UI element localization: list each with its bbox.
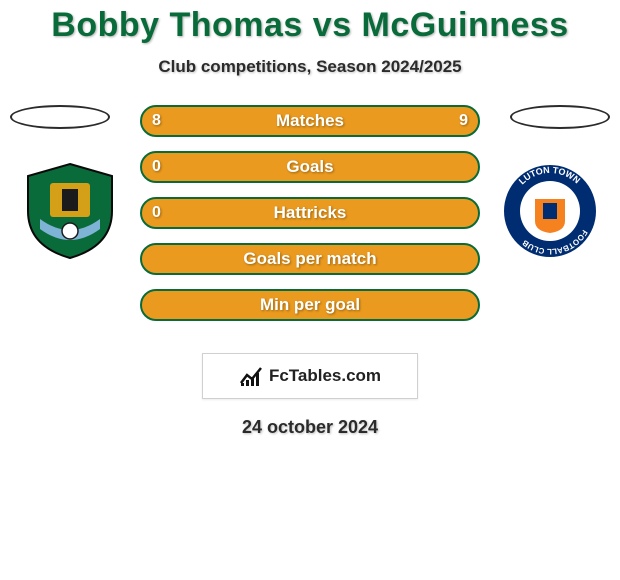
stat-row: Goals0 xyxy=(140,151,480,183)
stat-bars: Matches89Goals0Hattricks0Goals per match… xyxy=(140,105,480,335)
comparison-arena: LUTON TOWN FOOTBALL CLUB Matches89Goals0… xyxy=(0,105,620,345)
stat-row: Goals per match xyxy=(140,243,480,275)
branding-badge: FcTables.com xyxy=(202,353,418,399)
stat-label: Goals per match xyxy=(142,245,478,273)
club-crest-left xyxy=(20,161,120,261)
club-crest-right: LUTON TOWN FOOTBALL CLUB xyxy=(500,161,600,261)
date-text: 24 october 2024 xyxy=(0,417,620,438)
stat-label: Matches xyxy=(142,107,478,135)
stat-label: Hattricks xyxy=(142,199,478,227)
stat-value-left: 8 xyxy=(142,107,171,135)
stat-value-left: 0 xyxy=(142,153,171,181)
subtitle: Club competitions, Season 2024/2025 xyxy=(0,57,620,77)
stat-row: Min per goal xyxy=(140,289,480,321)
stat-label: Goals xyxy=(142,153,478,181)
stat-label: Min per goal xyxy=(142,291,478,319)
stat-value-right: 9 xyxy=(449,107,478,135)
player-marker-right xyxy=(510,105,610,129)
branding-text: FcTables.com xyxy=(269,366,381,386)
player-marker-left xyxy=(10,105,110,129)
stat-value-left: 0 xyxy=(142,199,171,227)
page-title: Bobby Thomas vs McGuinness xyxy=(0,0,620,45)
stat-row: Hattricks0 xyxy=(140,197,480,229)
stat-row: Matches8 9 xyxy=(140,105,480,137)
